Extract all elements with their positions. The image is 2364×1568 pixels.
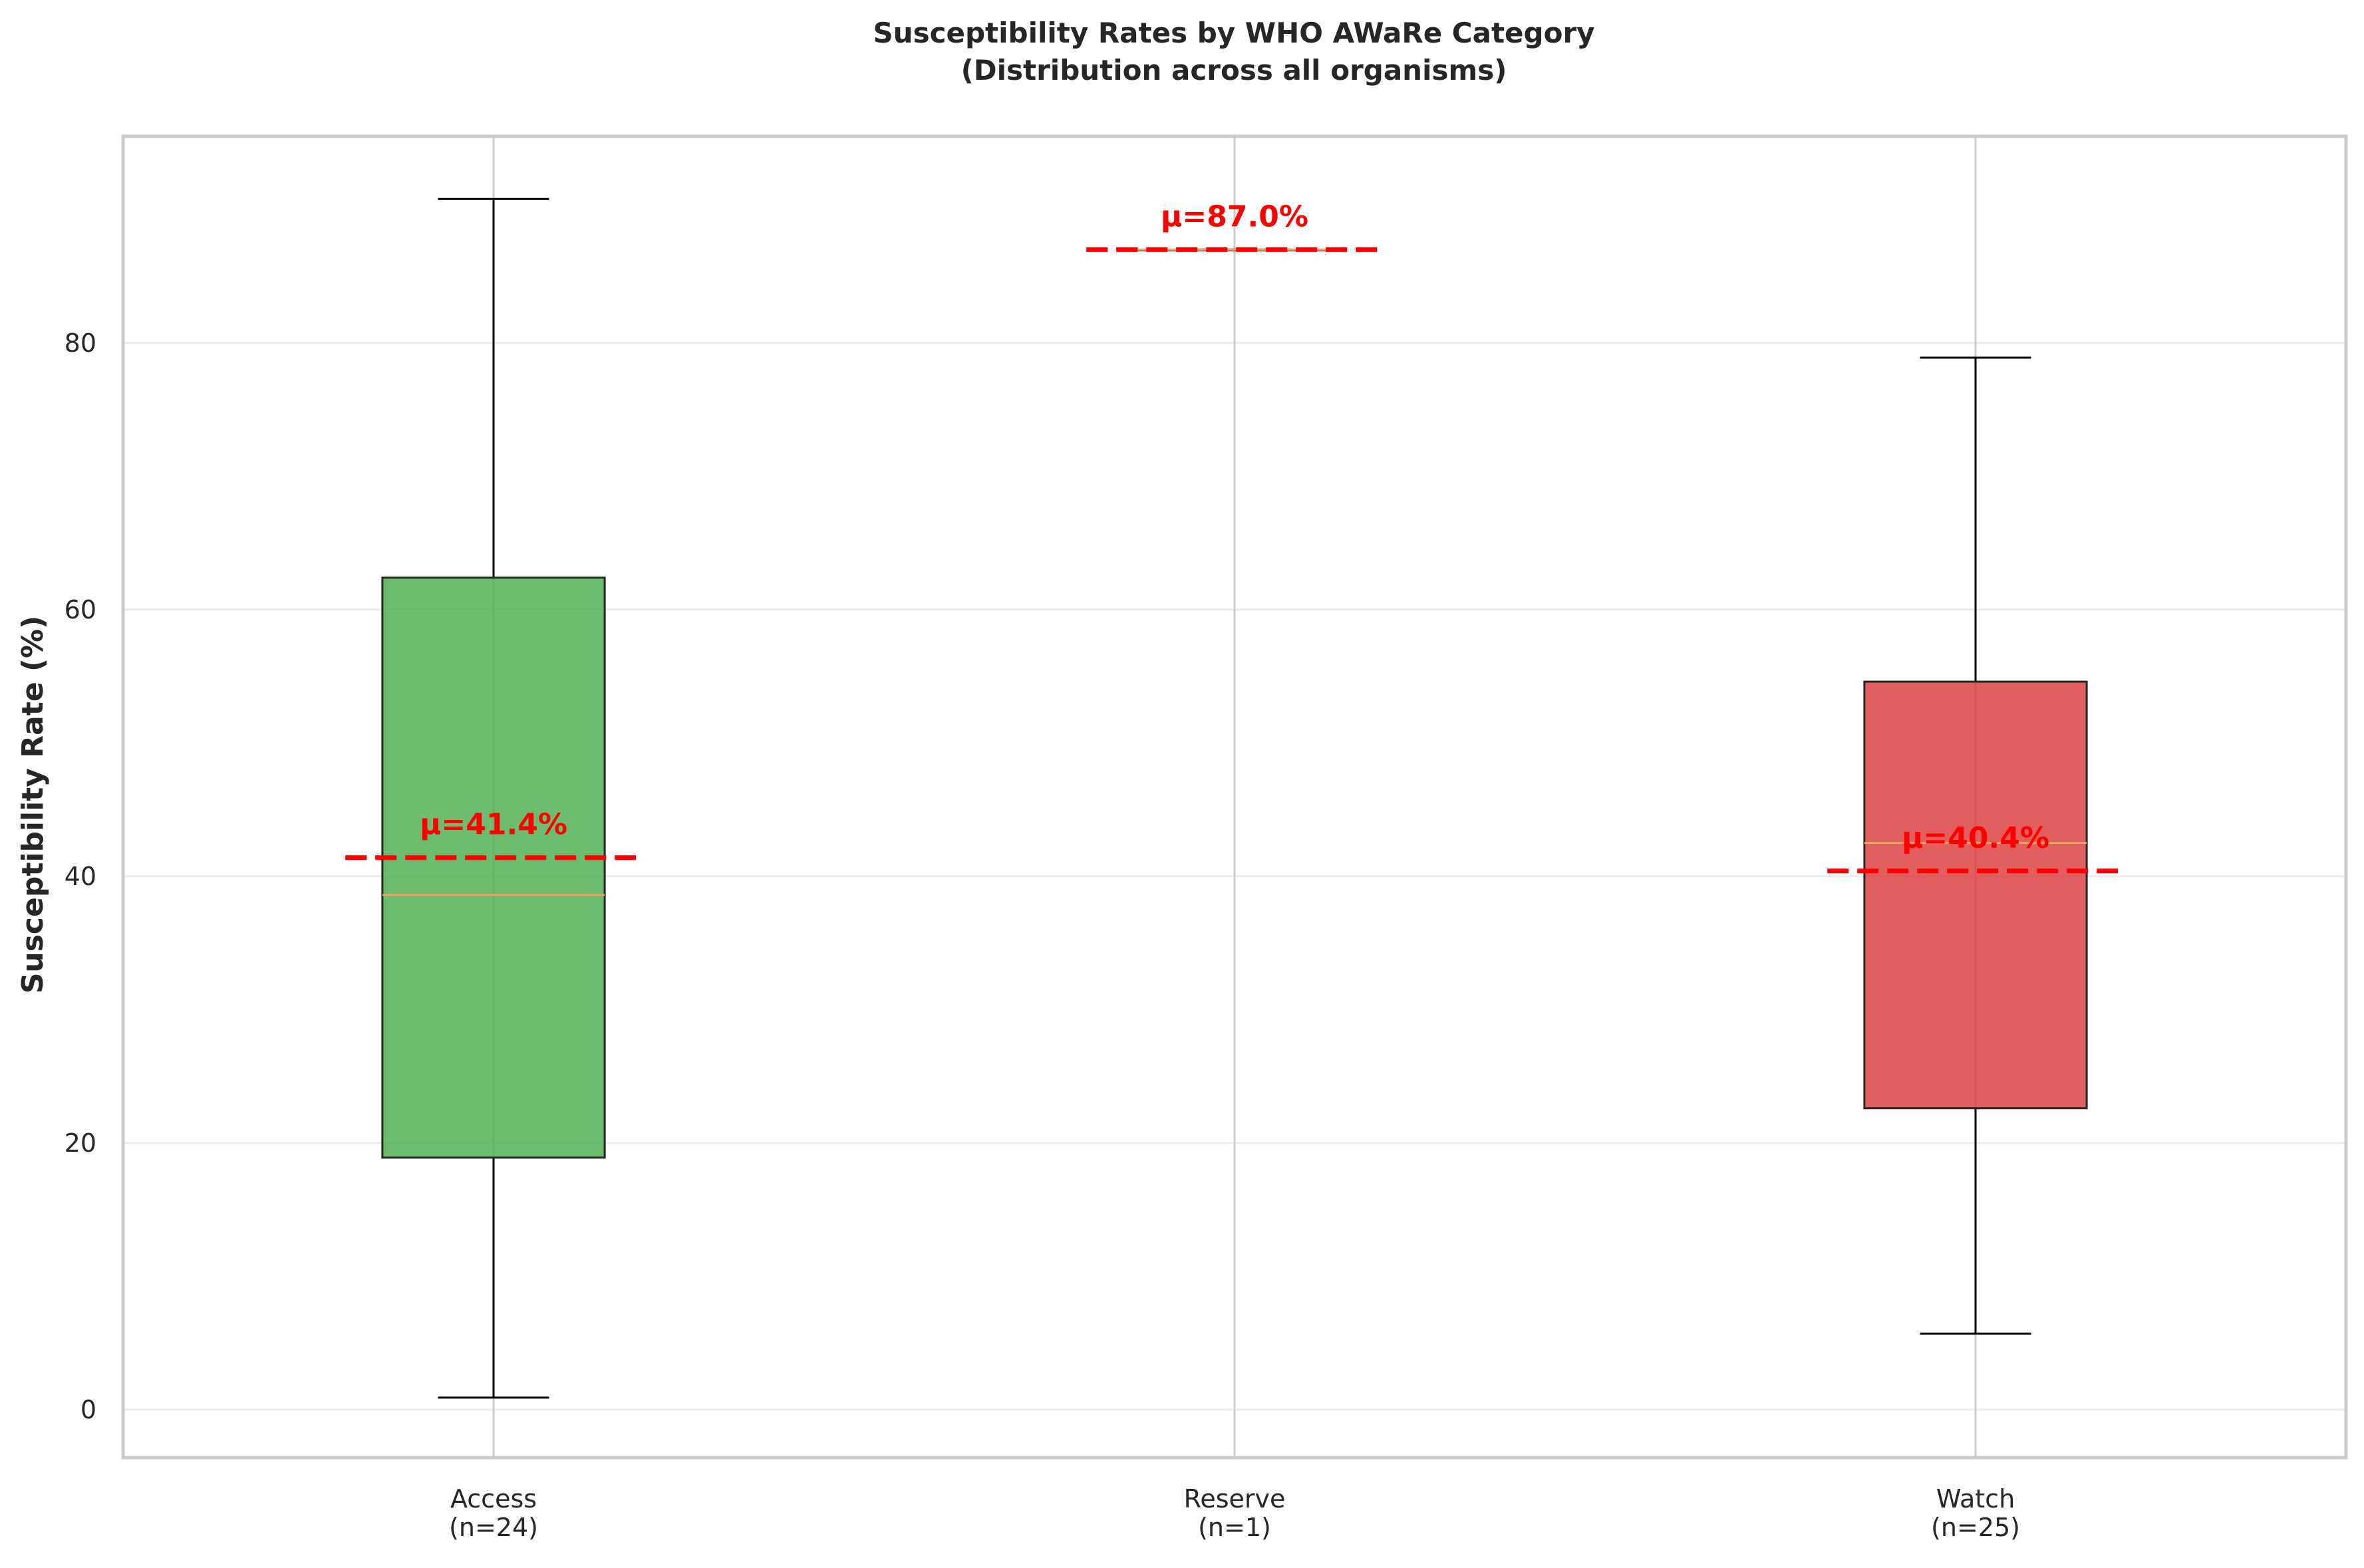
x-tick-label: Access [450,1484,537,1513]
y-axis-label: Susceptibility Rate (%) [16,616,50,994]
box-access [381,197,606,1399]
chart-subtitle: (Distribution across all organisms) [961,54,1507,86]
plot-frame [121,134,2348,1460]
x-tick-sublabel: (n=24) [449,1513,538,1542]
y-tick-label: 40 [65,862,96,891]
y-tick-label: 80 [65,328,96,358]
y-tick-label: 0 [80,1395,96,1424]
mean-label: μ=41.4% [420,808,567,842]
y-tick-label: 20 [65,1128,96,1158]
y-tick-label: 60 [65,595,96,624]
mean-markers: μ=41.4% μ=87.0% μ=40.4% [345,199,2124,874]
mean-label: μ=87.0% [1161,199,1308,233]
mean-label: μ=40.4% [1902,821,2049,855]
x-tick-label: Watch [1936,1484,2015,1513]
x-tick-labels: Access(n=24) Reserve(n=1) Watch(n=25) [449,1484,2020,1542]
x-tick-sublabel: (n=1) [1198,1513,1271,1542]
x-tick-sublabel: (n=25) [1931,1513,2020,1542]
x-tick-label: Reserve [1184,1484,1286,1513]
box-watch [1863,356,2088,1335]
chart-title: Susceptibility Rates by WHO AWaRe Catego… [873,17,1594,49]
y-tick-labels: 0 20 40 60 80 [65,328,96,1424]
iqr-box [381,577,606,1159]
iqr-box [1863,680,2088,1110]
